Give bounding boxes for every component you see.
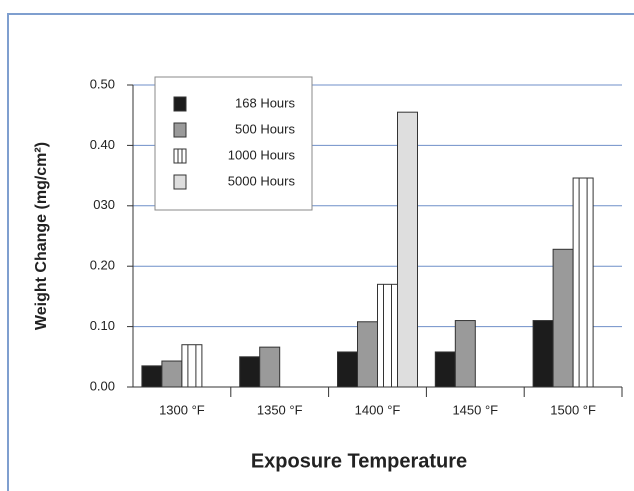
legend-swatch — [173, 96, 187, 112]
y-tick-label: 0.20 — [90, 258, 115, 273]
bar — [357, 321, 378, 388]
y-tick-label: 0.00 — [90, 378, 115, 393]
x-tick-label: 1300 °F — [159, 402, 205, 417]
bar — [397, 111, 418, 388]
legend-swatch — [173, 148, 187, 164]
bar — [454, 320, 476, 388]
legend-label: 168 Hours — [235, 95, 295, 110]
bar — [572, 177, 594, 388]
legend-swatch — [173, 174, 187, 190]
x-tick-label: 1400 °F — [355, 402, 401, 417]
bar — [239, 356, 261, 388]
frame — [7, 13, 634, 491]
x-tick-label: 1500 °F — [550, 402, 596, 417]
bar — [141, 365, 163, 388]
bar — [259, 346, 281, 388]
legend-swatch — [173, 122, 187, 138]
y-tick-label: 0.10 — [90, 318, 115, 333]
y-tick-label: 0.40 — [90, 137, 115, 152]
bar — [377, 283, 398, 388]
x-axis-title: Exposure Temperature — [251, 450, 467, 472]
bar — [434, 351, 456, 388]
bar — [337, 351, 358, 388]
y-tick-label: 030 — [93, 197, 115, 212]
bar — [552, 248, 574, 388]
bar — [181, 344, 203, 388]
y-axis-title: Weight Change (mg/cm²) — [33, 142, 50, 330]
bar — [532, 320, 554, 388]
legend-label: 5000 Hours — [228, 173, 296, 188]
bar — [161, 360, 183, 388]
y-tick-label: 0.50 — [90, 76, 115, 91]
legend-label: 1000 Hours — [228, 147, 296, 162]
x-tick-label: 1450 °F — [452, 402, 498, 417]
legend-label: 500 Hours — [235, 121, 295, 136]
x-tick-label: 1350 °F — [257, 402, 303, 417]
